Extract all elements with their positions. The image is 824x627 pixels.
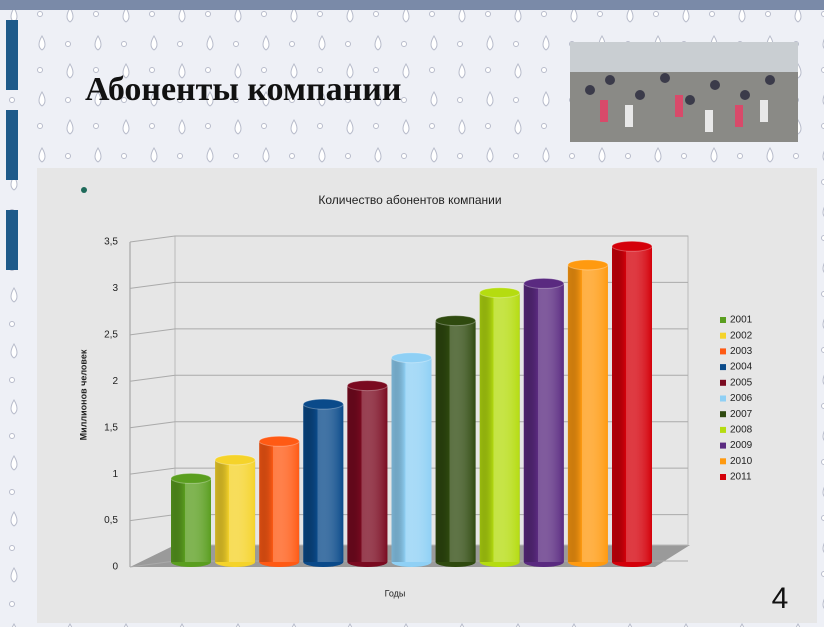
y-tick-label: 3 xyxy=(112,283,118,294)
bar-top xyxy=(523,277,565,289)
top-border xyxy=(0,0,824,10)
legend-swatch xyxy=(720,426,726,433)
bar-shade xyxy=(612,246,652,563)
y-tick-label: 1 xyxy=(112,469,118,480)
y-tick-label: 1,5 xyxy=(104,422,118,433)
grid-line xyxy=(129,235,688,243)
bar-shade xyxy=(259,441,300,562)
side-stripe xyxy=(6,110,18,180)
bar-shade xyxy=(347,385,388,562)
bar-shade xyxy=(523,283,564,562)
legend-swatch xyxy=(720,317,726,323)
legend-swatch xyxy=(720,348,726,355)
page-number: 4 xyxy=(772,582,789,615)
legend-swatch xyxy=(720,332,726,339)
side-stripe xyxy=(6,20,18,90)
legend-label: 2008 xyxy=(730,425,753,436)
bar-top xyxy=(170,472,212,484)
legend-swatch xyxy=(720,474,726,480)
y-tick-label: 2 xyxy=(112,376,118,387)
bar-top xyxy=(435,315,477,327)
legend-label: 2007 xyxy=(730,409,753,420)
legend-label: 2003 xyxy=(730,346,753,357)
x-axis-label: Годы xyxy=(385,588,406,598)
bar-top xyxy=(567,259,609,271)
bar-top xyxy=(346,380,388,392)
bar-shade xyxy=(303,404,344,562)
legend-swatch xyxy=(720,379,726,386)
bar-top xyxy=(214,454,256,466)
slide-title: Абоненты компании xyxy=(85,71,401,108)
bar-shade xyxy=(567,264,608,562)
bar-top xyxy=(258,435,300,447)
legend-swatch xyxy=(720,458,726,465)
bar-shade xyxy=(171,478,211,562)
y-axis-label: Миллионов человек xyxy=(78,349,88,440)
bar-top xyxy=(302,398,344,410)
bar-top xyxy=(479,287,521,299)
bullet xyxy=(81,187,87,193)
legend-label: 2004 xyxy=(730,362,753,373)
bar-top xyxy=(611,240,653,252)
legend-swatch xyxy=(720,411,726,418)
y-tick-label: 0,5 xyxy=(104,515,118,526)
legend-label: 2011 xyxy=(730,472,752,483)
legend-swatch xyxy=(720,364,726,371)
y-tick-label: 3,5 xyxy=(104,237,118,248)
y-tick-label: 2,5 xyxy=(104,329,118,340)
legend-label: 2006 xyxy=(730,393,753,404)
bar-top xyxy=(391,352,432,364)
grid-line xyxy=(129,281,688,289)
side-stripe xyxy=(6,210,18,270)
bar-shade xyxy=(479,292,520,562)
legend-label: 2002 xyxy=(730,330,753,341)
legend-label: 2010 xyxy=(730,456,753,467)
y-tick-label: 0 xyxy=(112,562,118,573)
photo xyxy=(570,42,798,142)
legend-swatch xyxy=(720,442,726,449)
legend-label: 2001 xyxy=(730,315,753,326)
legend-swatch xyxy=(720,395,726,402)
bar-shade xyxy=(391,357,432,562)
legend-label: 2005 xyxy=(730,377,753,388)
bar-shade xyxy=(435,320,476,562)
legend-label: 2009 xyxy=(730,440,753,451)
bar-shade xyxy=(215,459,256,562)
chart-title: Количество абонентов компании xyxy=(318,193,501,207)
